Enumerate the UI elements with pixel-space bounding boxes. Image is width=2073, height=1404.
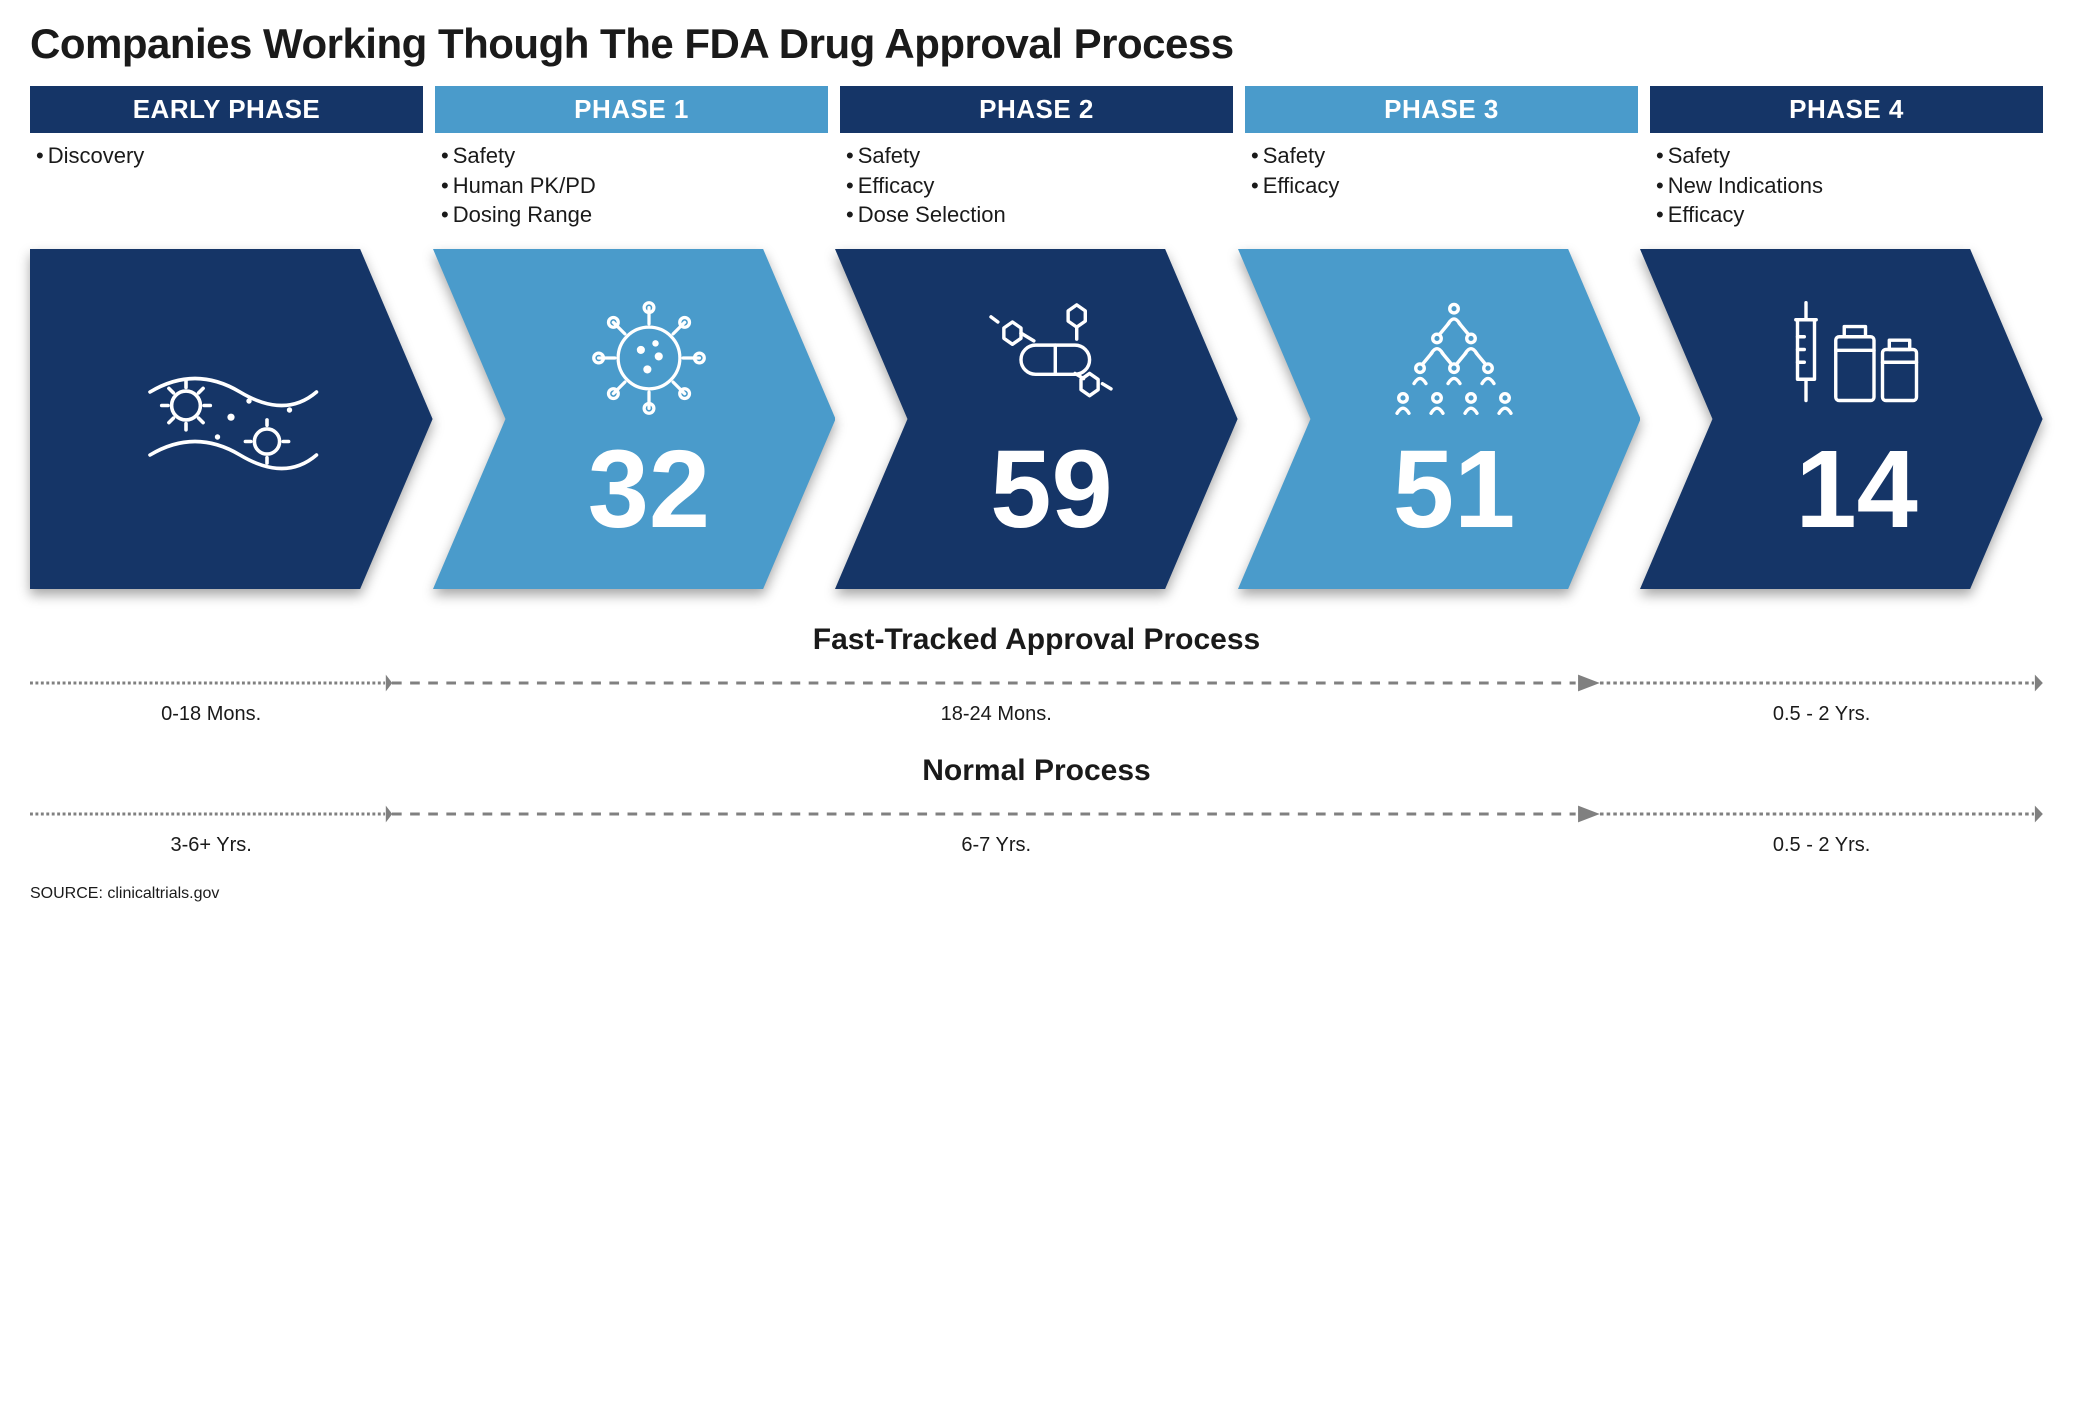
phase-col-p2: PHASE 2SafetyEfficacyDose Selection bbox=[840, 86, 1233, 243]
chevron-number-p2: 59 bbox=[990, 435, 1112, 545]
phase-bullets-p2: SafetyEfficacyDose Selection bbox=[840, 133, 1233, 243]
phase-bullets-early: Discovery bbox=[30, 133, 423, 243]
phase-bullet-p1-2: Dosing Range bbox=[441, 200, 828, 230]
virus-icon bbox=[579, 293, 719, 423]
normal-arrows-seg-1 bbox=[392, 802, 1600, 826]
phase-bullet-p1-0: Safety bbox=[441, 141, 828, 171]
phase-bullet-p3-0: Safety bbox=[1251, 141, 1638, 171]
chevron-number-p4: 14 bbox=[1795, 435, 1917, 545]
chevron-p1: 32 bbox=[433, 249, 836, 589]
phase-header-p2: PHASE 2 bbox=[840, 86, 1233, 133]
phase-bullet-early-0: Discovery bbox=[36, 141, 423, 171]
fast-track-title: Fast-Tracked Approval Process bbox=[30, 623, 2043, 657]
normal-process-arrows bbox=[30, 802, 2043, 826]
phase-bullet-p2-1: Efficacy bbox=[846, 171, 1233, 201]
phase-header-p1: PHASE 1 bbox=[435, 86, 828, 133]
fast-track-arrows bbox=[30, 671, 2043, 695]
chevron-p2: 59 bbox=[835, 249, 1238, 589]
phase-bullet-p4-0: Safety bbox=[1656, 141, 2043, 171]
normal-arrows-seg-0 bbox=[30, 802, 392, 826]
fast-arrows-seg-0 bbox=[30, 671, 392, 695]
syringe-vials-icon bbox=[1772, 293, 1942, 423]
chevron-early bbox=[30, 249, 433, 589]
phase-col-early: EARLY PHASE Discovery bbox=[30, 86, 423, 243]
fast-labels-label-2: 0.5 - 2 Yrs. bbox=[1600, 703, 2043, 726]
phase-header-early: EARLY PHASE bbox=[30, 86, 423, 133]
chevron-p4: 14 bbox=[1640, 249, 2043, 589]
source-text: SOURCE: clinicaltrials.gov bbox=[30, 885, 2043, 903]
chevron-row: 32 59 bbox=[30, 249, 2043, 589]
phase-bullet-p4-1: New Indications bbox=[1656, 171, 2043, 201]
phase-bullet-p4-2: Efficacy bbox=[1656, 200, 2043, 230]
phase-bullet-p2-2: Dose Selection bbox=[846, 200, 1233, 230]
phase-header-p3: PHASE 3 bbox=[1245, 86, 1638, 133]
phase-bullets-p1: SafetyHuman PK/PDDosing Range bbox=[435, 133, 828, 243]
phase-col-p4: PHASE 4SafetyNew IndicationsEfficacy bbox=[1650, 86, 2043, 243]
chevron-number-p3: 51 bbox=[1393, 435, 1515, 545]
phase-header-p4: PHASE 4 bbox=[1650, 86, 2043, 133]
phase-bullet-p2-0: Safety bbox=[846, 141, 1233, 171]
phase-bullets-p4: SafetyNew IndicationsEfficacy bbox=[1650, 133, 2043, 243]
normal-labels-label-1: 6-7 Yrs. bbox=[392, 834, 1600, 857]
timelines-section: Fast-Tracked Approval Process 0-18 Mons.… bbox=[30, 623, 2043, 857]
phase-headers-row: EARLY PHASEDiscoveryPHASE 1SafetyHuman P… bbox=[30, 86, 2043, 243]
pill-molecule-icon bbox=[971, 293, 1131, 423]
fast-labels-label-0: 0-18 Mons. bbox=[30, 703, 392, 726]
normal-labels-label-2: 0.5 - 2 Yrs. bbox=[1600, 834, 2043, 857]
chevron-p3: 51 bbox=[1238, 249, 1641, 589]
phase-bullet-p3-1: Efficacy bbox=[1251, 171, 1638, 201]
normal-process-title: Normal Process bbox=[30, 754, 2043, 788]
page-title: Companies Working Though The FDA Drug Ap… bbox=[30, 20, 2043, 68]
phase-col-p1: PHASE 1SafetyHuman PK/PDDosing Range bbox=[435, 86, 828, 243]
people-pyramid-icon bbox=[1369, 293, 1539, 423]
phase-col-p3: PHASE 3SafetyEfficacy bbox=[1245, 86, 1638, 243]
normal-arrows-seg-2 bbox=[1600, 802, 2043, 826]
fast-track-labels: 0-18 Mons.18-24 Mons.0.5 - 2 Yrs. bbox=[30, 703, 2043, 726]
fast-arrows-seg-2 bbox=[1600, 671, 2043, 695]
virus-flow-icon bbox=[141, 354, 321, 484]
chevron-number-p1: 32 bbox=[588, 435, 710, 545]
normal-process-labels: 3-6+ Yrs.6-7 Yrs.0.5 - 2 Yrs. bbox=[30, 834, 2043, 857]
fast-labels-label-1: 18-24 Mons. bbox=[392, 703, 1600, 726]
fast-arrows-seg-1 bbox=[392, 671, 1600, 695]
normal-labels-label-0: 3-6+ Yrs. bbox=[30, 834, 392, 857]
phase-bullets-p3: SafetyEfficacy bbox=[1245, 133, 1638, 243]
phase-bullet-p1-1: Human PK/PD bbox=[441, 171, 828, 201]
